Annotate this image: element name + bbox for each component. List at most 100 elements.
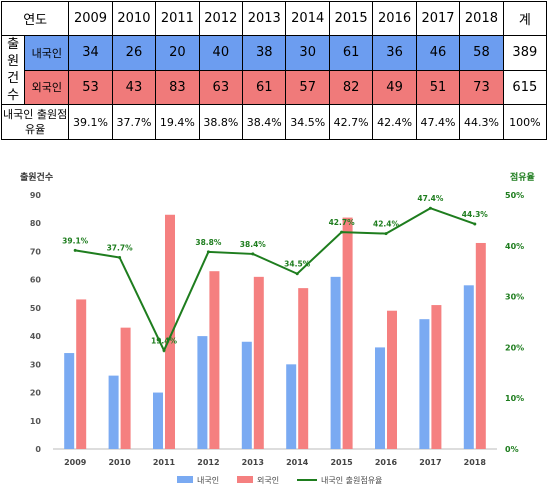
domestic-count-cell: 34 [68, 35, 113, 71]
data-table: 연도 2009 2010 2011 2012 2013 2014 2015 2016 2017 2… [0, 1, 547, 140]
share-point [162, 348, 166, 352]
foreign-total-cell: 615 [502, 69, 547, 105]
year-header: 2018 [459, 1, 504, 36]
foreign-count-cell: 53 [68, 69, 113, 105]
share-cell: 37.7% [111, 104, 157, 140]
share-data-label: 47.4% [417, 194, 444, 203]
bar-foreign [253, 276, 264, 449]
domestic-count-cell: 58 [459, 35, 504, 71]
year-header: 2009 [68, 1, 113, 36]
year-header: 2011 [155, 1, 200, 36]
total-header: 계 [502, 1, 547, 36]
bar-domestic [108, 375, 119, 449]
x-tick-label: 2016 [375, 458, 398, 467]
share-point [73, 248, 77, 252]
legend-label-foreign: 외국인 [257, 475, 279, 485]
share-point [428, 206, 432, 210]
bar-domestic [463, 285, 474, 449]
share-data-label: 44.3% [462, 210, 489, 219]
year-header: 2010 [111, 1, 157, 36]
share-cell: 39.1% [68, 104, 113, 140]
share-cell: 42.7% [328, 104, 374, 140]
bar-foreign [76, 299, 87, 449]
x-tick-label: 2011 [153, 458, 176, 467]
bar-foreign [120, 327, 131, 449]
share-point [251, 252, 255, 256]
year-header: 2017 [415, 1, 461, 36]
bar-foreign [387, 310, 397, 449]
foreign-count-cell: 57 [285, 69, 330, 105]
share-data-label: 37.7% [107, 243, 134, 252]
foreign-count-cell: 63 [198, 69, 244, 105]
y-tick-label: 60 [30, 276, 42, 285]
domestic-count-cell: 26 [111, 35, 157, 71]
share-line [75, 207, 476, 353]
share-cell: 44.3% [459, 104, 504, 140]
share-data-label: 19.4% [151, 336, 178, 345]
corner-header: 연도 [0, 1, 70, 36]
bar-foreign [209, 271, 220, 449]
x-tick-label: 2009 [64, 458, 87, 467]
row-label-domestic: 내국인 [24, 35, 70, 71]
foreign-count-cell: 83 [155, 69, 200, 105]
share-data-label: 42.4% [373, 220, 400, 229]
share-cell: 19.4% [155, 104, 200, 140]
share-data-label: 38.4% [240, 240, 267, 249]
year-header: 2014 [285, 1, 330, 36]
share-point [340, 230, 344, 234]
y-tick-label: 20 [30, 389, 42, 398]
bar-domestic [64, 353, 75, 449]
share-cell: 47.4% [415, 104, 461, 140]
domestic-count-cell: 61 [328, 35, 374, 71]
year-header: 2015 [328, 1, 374, 36]
domestic-count-cell: 46 [415, 35, 461, 71]
domestic-count-cell: 38 [242, 35, 287, 71]
x-tick-label: 2018 [464, 458, 487, 467]
share-cell: 34.5% [285, 104, 330, 140]
y2-axis-title: 점유율 [510, 171, 535, 183]
bar-domestic [330, 276, 341, 449]
row-label-foreign: 외국인 [24, 69, 70, 105]
y-tick-label: 0 [35, 445, 41, 454]
domestic-count-cell: 40 [198, 35, 244, 71]
x-tick-label: 2014 [286, 458, 309, 467]
share-cell: 38.8% [198, 104, 244, 140]
share-data-label: 39.1% [62, 236, 89, 245]
share-label: 내국인 출원점유율 [0, 104, 70, 140]
y2-tick-label: 10% [505, 394, 524, 403]
bar-domestic [419, 319, 430, 449]
domestic-count-cell: 30 [285, 35, 330, 71]
bar-domestic [286, 364, 297, 449]
year-header: 2016 [372, 1, 417, 36]
share-cell: 38.4% [242, 104, 287, 140]
x-tick-label: 2012 [197, 458, 219, 467]
share-point [206, 250, 210, 254]
bar-domestic [197, 336, 208, 449]
share-data-label: 42.7% [329, 218, 356, 227]
y-tick-label: 90 [30, 191, 42, 200]
group-label: 출원건수 [0, 35, 26, 105]
x-tick-label: 2013 [242, 458, 264, 467]
foreign-count-cell: 73 [459, 69, 504, 105]
x-tick-label: 2010 [108, 458, 131, 467]
domestic-count-cell: 36 [372, 35, 417, 71]
foreign-count-cell: 49 [372, 69, 417, 105]
y2-tick-label: 40% [505, 242, 524, 251]
share-point [295, 272, 299, 276]
share-cell: 42.4% [372, 104, 417, 140]
share-data-label: 38.8% [195, 238, 222, 247]
foreign-count-cell: 61 [242, 69, 287, 105]
share-point [384, 232, 388, 236]
bar-foreign [475, 242, 486, 449]
bar-foreign [165, 214, 175, 449]
share-point [473, 222, 477, 226]
bar-foreign [342, 217, 353, 449]
bar-domestic [153, 392, 163, 449]
share-point [118, 255, 122, 259]
bar-foreign [431, 305, 442, 449]
y2-tick-label: 0% [505, 445, 519, 454]
foreign-count-cell: 82 [328, 69, 374, 105]
bar-foreign [298, 288, 309, 449]
chart: 출원건수 점유율 0 10 20 30 40 50 60 70 80 90 0% 10% 20% 30% 40%… [20, 171, 535, 485]
year-header: 2012 [198, 1, 244, 36]
